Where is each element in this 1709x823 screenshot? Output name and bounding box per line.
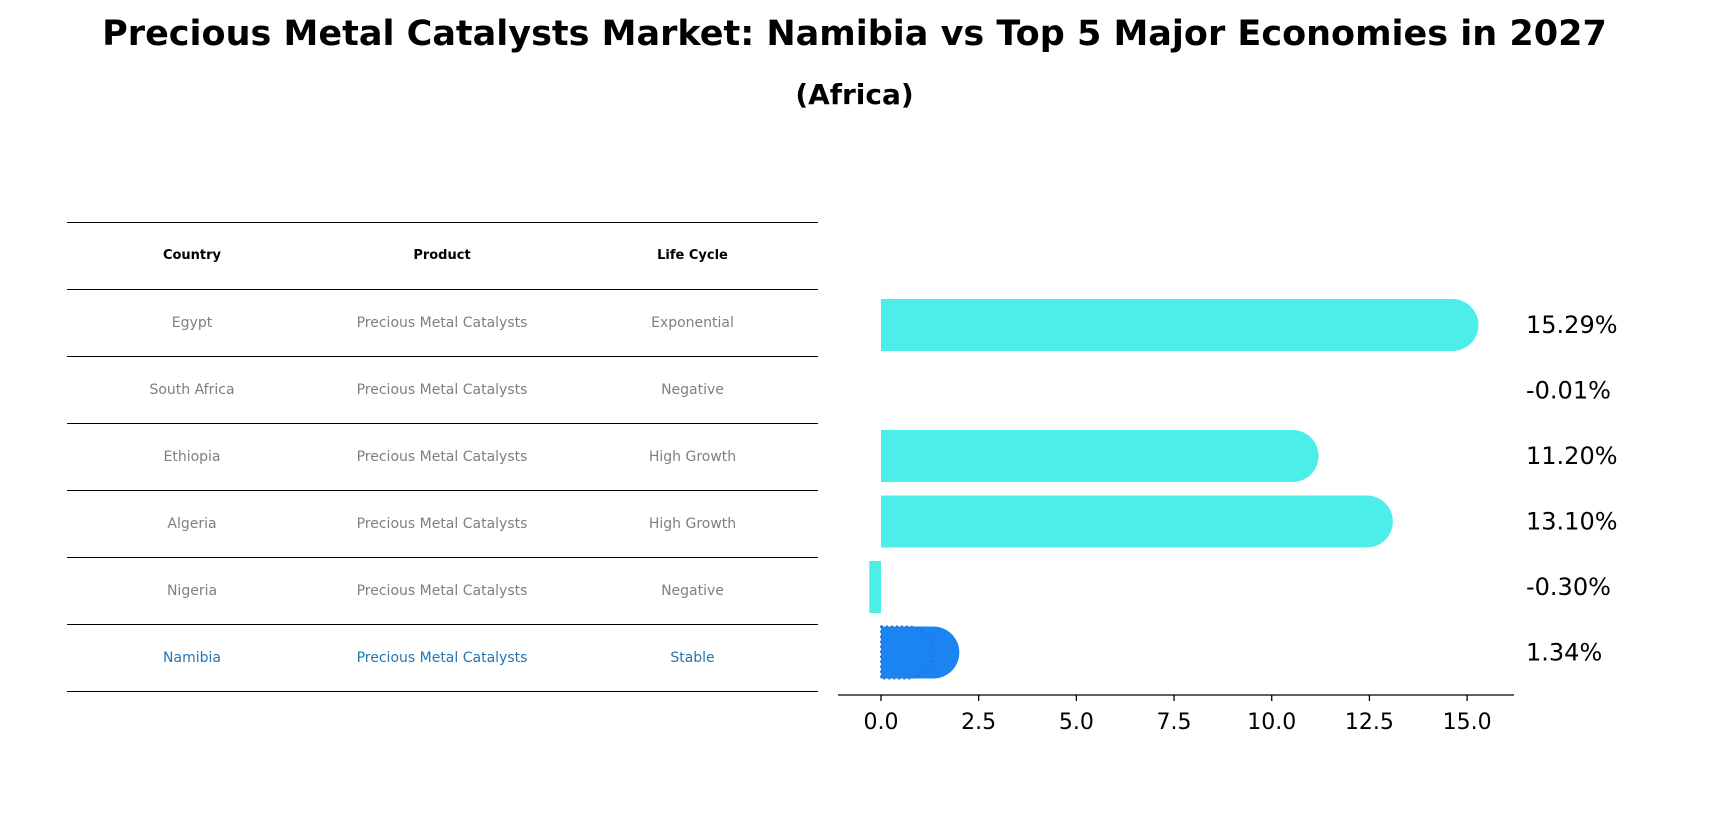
table-row-highlighted: Namibia Precious Metal Catalysts Stable bbox=[67, 624, 818, 692]
country-cell: South Africa bbox=[149, 382, 235, 398]
header-life-cycle: Life Cycle bbox=[657, 248, 728, 263]
bar-value-label: 1.34% bbox=[1526, 639, 1602, 667]
life-cycle-cell: High Growth bbox=[648, 449, 737, 465]
product-cell: Precious Metal Catalysts bbox=[356, 516, 528, 532]
bar bbox=[880, 495, 1393, 548]
life-cycle-cell: Exponential bbox=[651, 315, 734, 331]
chart-title: Precious Metal Catalysts Market: Namibia… bbox=[102, 14, 1607, 54]
bar bbox=[869, 561, 881, 613]
table-row: Algeria Precious Metal Catalysts High Gr… bbox=[67, 490, 818, 557]
bar bbox=[880, 430, 1319, 482]
x-tick-label: 10.0 bbox=[1247, 710, 1296, 735]
bar bbox=[880, 299, 1479, 351]
chart-subtitle: (Africa) bbox=[795, 78, 914, 111]
x-tick-label: 12.5 bbox=[1345, 710, 1394, 735]
life-cycle-cell: High Growth bbox=[648, 516, 737, 532]
table-row: Egypt Precious Metal Catalysts Exponenti… bbox=[67, 289, 818, 356]
product-cell: Precious Metal Catalysts bbox=[356, 449, 528, 465]
table-row: South Africa Precious Metal Catalysts Ne… bbox=[67, 356, 818, 423]
product-cell: Precious Metal Catalysts bbox=[356, 650, 528, 666]
country-cell: Nigeria bbox=[166, 583, 218, 599]
header-country: Country bbox=[162, 248, 222, 263]
product-cell: Precious Metal Catalysts bbox=[356, 382, 528, 398]
x-tick-label: 0.0 bbox=[863, 710, 898, 735]
life-cycle-cell: Negative bbox=[661, 382, 724, 398]
life-cycle-cell: Negative bbox=[661, 583, 724, 599]
country-cell: Egypt bbox=[171, 315, 213, 331]
table-row: Ethiopia Precious Metal Catalysts High G… bbox=[67, 423, 818, 490]
table-header-row: Country Product Life Cycle bbox=[67, 222, 818, 289]
header-product: Product bbox=[413, 248, 471, 263]
x-tick-label: 2.5 bbox=[961, 710, 996, 735]
bar-value-label: -0.01% bbox=[1526, 377, 1611, 405]
x-tick-label: 15.0 bbox=[1443, 710, 1492, 735]
country-cell: Algeria bbox=[167, 516, 217, 532]
table-row: Nigeria Precious Metal Catalysts Negativ… bbox=[67, 557, 818, 624]
product-cell: Precious Metal Catalysts bbox=[356, 315, 528, 331]
country-cell: Ethiopia bbox=[163, 449, 221, 465]
bar-value-label: 13.10% bbox=[1526, 508, 1618, 536]
bar bbox=[880, 626, 960, 679]
x-tick-label: 5.0 bbox=[1059, 710, 1094, 735]
bar-value-label: 15.29% bbox=[1526, 311, 1618, 339]
country-table: Country Product Life Cycle Egypt Preciou… bbox=[67, 222, 818, 692]
bar-value-label: 11.20% bbox=[1526, 442, 1618, 470]
product-cell: Precious Metal Catalysts bbox=[356, 583, 528, 599]
x-tick-label: 7.5 bbox=[1157, 710, 1192, 735]
bar-outline bbox=[879, 625, 935, 680]
life-cycle-cell: Stable bbox=[670, 650, 715, 666]
bar-value-label: -0.30% bbox=[1526, 573, 1611, 601]
country-cell: Namibia bbox=[163, 650, 221, 666]
